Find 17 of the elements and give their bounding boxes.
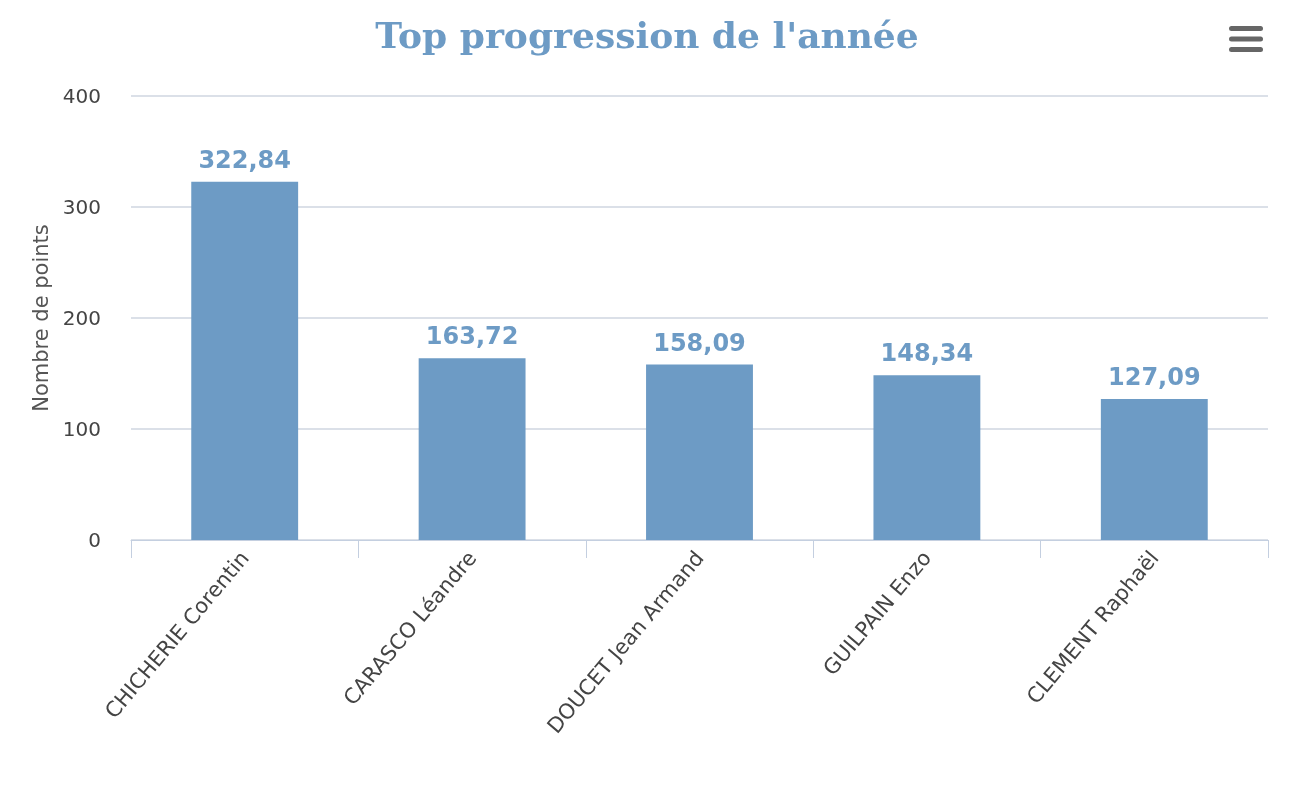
data-label: 163,72 <box>425 322 519 351</box>
bar <box>418 358 526 540</box>
data-label: 127,09 <box>1107 362 1201 391</box>
chart-title: Top progression de l'année <box>375 14 919 56</box>
y-tick-label: 400 <box>62 84 101 108</box>
bar <box>646 364 753 540</box>
y-tick-label: 300 <box>62 195 101 219</box>
y-axis-title: Nombre de points <box>28 224 53 412</box>
bar <box>873 375 981 540</box>
bar <box>191 181 299 540</box>
data-label: 322,84 <box>198 145 292 174</box>
y-tick-label: 0 <box>88 528 101 552</box>
data-label: 158,09 <box>653 328 746 357</box>
bar <box>1100 398 1208 540</box>
data-label: 148,34 <box>880 339 974 368</box>
y-tick-label: 100 <box>62 417 101 441</box>
y-tick-label: 200 <box>62 306 101 330</box>
